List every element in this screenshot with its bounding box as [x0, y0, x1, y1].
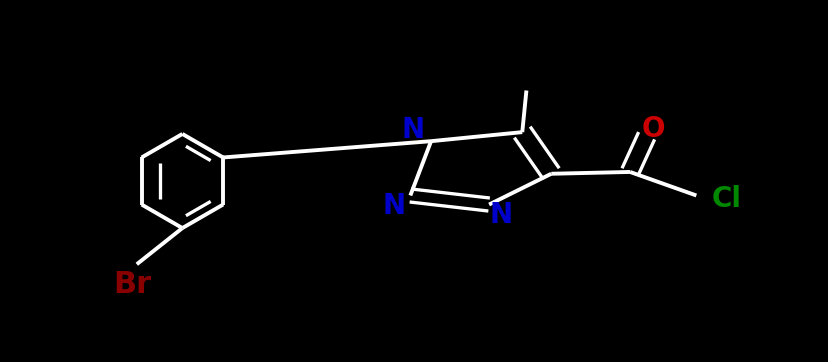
- Text: N: N: [489, 201, 513, 230]
- Text: N: N: [382, 191, 405, 220]
- Text: Cl: Cl: [710, 185, 740, 213]
- Text: O: O: [641, 115, 664, 143]
- Text: Br: Br: [113, 270, 152, 299]
- Text: N: N: [401, 116, 424, 144]
